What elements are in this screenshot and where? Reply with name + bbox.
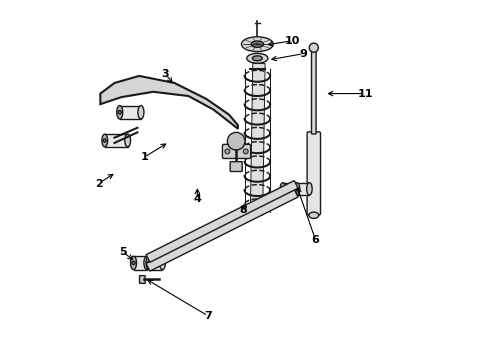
Ellipse shape <box>280 183 286 195</box>
Ellipse shape <box>247 53 268 63</box>
Circle shape <box>225 149 230 154</box>
Text: 1: 1 <box>141 152 148 162</box>
Bar <box>133 256 147 270</box>
Ellipse shape <box>294 183 300 195</box>
FancyBboxPatch shape <box>222 144 251 158</box>
Ellipse shape <box>117 105 123 119</box>
Text: 5: 5 <box>120 247 127 257</box>
Polygon shape <box>146 181 298 262</box>
Ellipse shape <box>252 56 262 61</box>
Circle shape <box>118 111 122 114</box>
Bar <box>105 134 128 147</box>
Polygon shape <box>146 189 298 271</box>
Ellipse shape <box>293 183 298 195</box>
Circle shape <box>147 261 150 265</box>
Circle shape <box>295 187 298 190</box>
Circle shape <box>281 187 284 190</box>
Circle shape <box>243 149 248 154</box>
FancyBboxPatch shape <box>307 132 320 215</box>
Polygon shape <box>250 64 265 215</box>
Bar <box>120 105 141 119</box>
Text: 11: 11 <box>357 89 373 99</box>
FancyBboxPatch shape <box>140 276 145 283</box>
Ellipse shape <box>307 183 312 195</box>
Bar <box>149 256 163 270</box>
Bar <box>297 183 309 195</box>
Ellipse shape <box>138 105 144 119</box>
Ellipse shape <box>144 256 150 270</box>
Text: 2: 2 <box>95 179 102 189</box>
Ellipse shape <box>146 256 152 270</box>
Ellipse shape <box>309 212 318 219</box>
Ellipse shape <box>159 256 166 270</box>
Ellipse shape <box>130 256 137 270</box>
Ellipse shape <box>125 134 130 147</box>
Polygon shape <box>100 76 238 129</box>
Text: 3: 3 <box>162 69 170 79</box>
Text: 4: 4 <box>194 194 201 204</box>
Bar <box>283 183 295 195</box>
Ellipse shape <box>242 37 273 51</box>
FancyBboxPatch shape <box>312 50 316 134</box>
Circle shape <box>132 261 135 265</box>
Circle shape <box>103 139 106 142</box>
Text: 9: 9 <box>299 49 307 59</box>
Circle shape <box>309 43 318 52</box>
Text: 8: 8 <box>239 205 247 215</box>
Text: 10: 10 <box>285 36 300 46</box>
Text: 7: 7 <box>204 311 212 321</box>
Circle shape <box>227 132 245 150</box>
Text: 6: 6 <box>312 235 319 245</box>
Ellipse shape <box>251 41 264 48</box>
FancyBboxPatch shape <box>230 162 242 171</box>
Ellipse shape <box>102 134 108 147</box>
